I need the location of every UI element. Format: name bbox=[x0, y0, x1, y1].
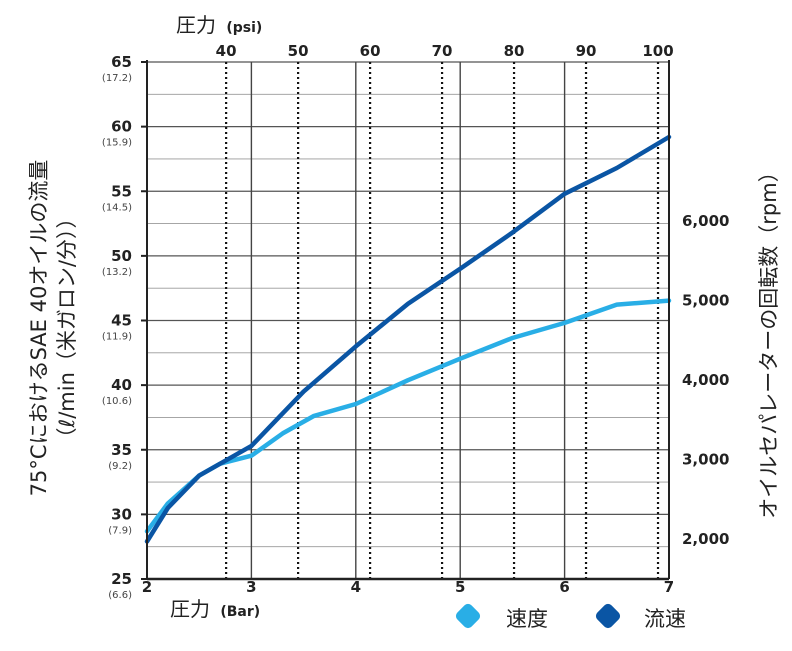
top-tick-label: 50 bbox=[288, 42, 309, 60]
bottom-tick-label: 3 bbox=[246, 578, 256, 596]
top-tick-label: 60 bbox=[360, 42, 381, 60]
legend-label-flow: 流速 bbox=[644, 607, 686, 631]
right-tick-label: 3,000 bbox=[682, 451, 729, 469]
left-tick-label: 30 bbox=[111, 505, 132, 523]
left-axis-title-line2: （ℓ/min（米ガロン/分）） bbox=[55, 208, 79, 449]
left-tick-sublabel: (7.9) bbox=[108, 525, 132, 536]
x-axis-title-unit: (Bar) bbox=[220, 604, 260, 620]
right-tick-label: 4,000 bbox=[682, 371, 729, 389]
series-line-speed bbox=[144, 298, 672, 534]
top-tick-label: 100 bbox=[642, 42, 673, 60]
legend: 速度 流速 bbox=[455, 603, 686, 631]
bottom-tick-label: 2 bbox=[142, 578, 152, 596]
right-axis-ticks: 2,000 3,000 4,000 5,000 6,000 bbox=[682, 212, 729, 548]
right-axis-title: オイルセパレーターの回転数（rpm） bbox=[757, 161, 781, 518]
left-tick-sublabel: (11.9) bbox=[102, 332, 132, 343]
left-tick-sublabel: (15.9) bbox=[102, 138, 132, 149]
bottom-axis-ticks: 2 3 4 5 6 7 bbox=[142, 578, 674, 596]
left-tick-sublabel: (6.6) bbox=[108, 590, 132, 601]
left-tick-sublabel: (13.2) bbox=[102, 267, 132, 278]
top-tick-label: 40 bbox=[216, 42, 237, 60]
right-tick-label: 5,000 bbox=[682, 292, 729, 310]
bottom-tick-label: 7 bbox=[664, 578, 674, 596]
series-line-flow bbox=[144, 134, 672, 544]
left-tick-label: 40 bbox=[111, 376, 132, 394]
bottom-tick-label: 6 bbox=[559, 578, 569, 596]
right-tick-label: 6,000 bbox=[682, 212, 729, 230]
bottom-tick-label: 4 bbox=[351, 578, 361, 596]
svg-text:圧力 (psi): 圧力 (psi) bbox=[176, 13, 262, 37]
left-tick-label: 60 bbox=[111, 118, 132, 136]
left-tick-sublabel: (9.2) bbox=[108, 461, 132, 472]
legend-swatch-speed bbox=[455, 603, 481, 629]
svg-text:圧力 (Bar): 圧力 (Bar) bbox=[170, 597, 260, 621]
top-tick-label: 70 bbox=[432, 42, 453, 60]
grid bbox=[146, 61, 670, 580]
left-tick-label: 50 bbox=[111, 247, 132, 265]
left-tick-sublabel: (17.2) bbox=[102, 73, 132, 84]
top-tick-label: 80 bbox=[504, 42, 525, 60]
x-axis-title-main: 圧力 bbox=[170, 597, 210, 621]
left-tick-label: 65 bbox=[111, 53, 132, 71]
left-tick-label: 45 bbox=[111, 312, 132, 330]
legend-swatch-flow bbox=[595, 603, 621, 629]
left-axis-title-line1: 75°CにおけるSAE 40オイルの流量 bbox=[27, 160, 51, 497]
left-tick-label: 25 bbox=[111, 570, 132, 588]
bottom-tick-label: 5 bbox=[455, 578, 465, 596]
left-axis-ticks: 25 (6.6) 30 (7.9) 35 (9.2) 40 (10.6) 45 (11.9) 50 (… bbox=[102, 53, 147, 601]
left-tick-label: 35 bbox=[111, 441, 132, 459]
top-tick-label: 90 bbox=[576, 42, 597, 60]
left-tick-sublabel: (14.5) bbox=[102, 202, 132, 213]
top-axis-title-main: 圧力 bbox=[176, 13, 216, 37]
series-lines bbox=[144, 134, 672, 544]
top-axis-title-unit: (psi) bbox=[226, 20, 262, 36]
left-tick-label: 55 bbox=[111, 182, 132, 200]
left-tick-sublabel: (10.6) bbox=[102, 396, 132, 407]
legend-label-speed: 速度 bbox=[506, 607, 548, 631]
right-tick-label: 2,000 bbox=[682, 530, 729, 548]
top-axis-ticks: 40 50 60 70 80 90 100 bbox=[216, 42, 674, 579]
